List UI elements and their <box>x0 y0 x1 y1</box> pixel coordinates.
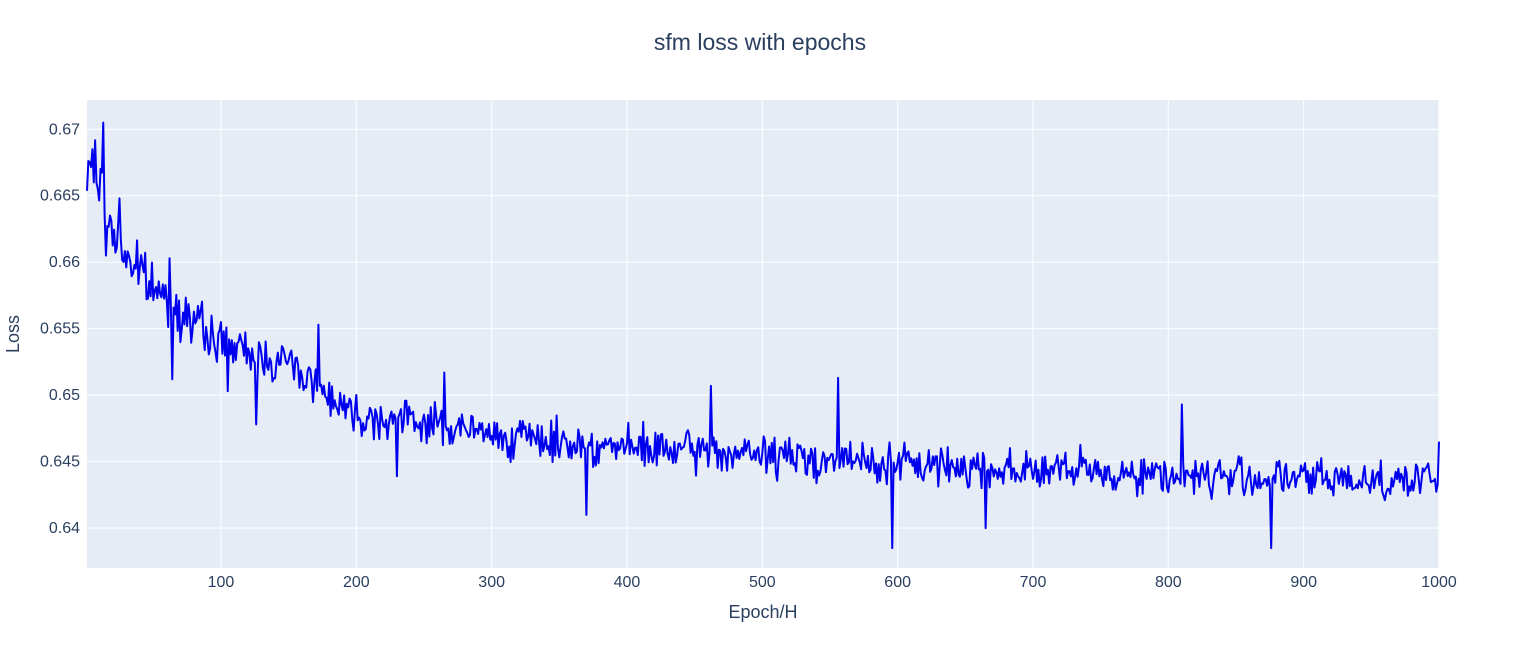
loss-series-line <box>86 121 1440 550</box>
y-tick-label: 0.67 <box>49 121 80 138</box>
x-tick-label: 300 <box>478 574 505 591</box>
y-axis-title: Loss <box>3 315 23 353</box>
x-tick-label: 800 <box>1155 574 1182 591</box>
x-tick-label: 100 <box>208 574 235 591</box>
y-tick-label: 0.665 <box>40 188 80 205</box>
y-tick-label: 0.645 <box>40 454 80 471</box>
y-tick-label: 0.64 <box>49 520 80 537</box>
y-tick-label: 0.655 <box>40 321 80 338</box>
plot-area <box>87 100 1439 568</box>
x-tick-label: 400 <box>614 574 641 591</box>
x-axis-title: Epoch/H <box>728 602 797 622</box>
chart-title: sfm loss with epochs <box>654 29 866 55</box>
x-tick-label: 700 <box>1020 574 1047 591</box>
x-axis-ticks: 100 200 300 400 500 600 700 800 900 1000 <box>208 574 1457 591</box>
y-tick-label: 0.66 <box>49 254 80 271</box>
x-tick-label: 900 <box>1290 574 1317 591</box>
x-tick-label: 200 <box>343 574 370 591</box>
grid-lines <box>87 100 1440 568</box>
x-tick-label: 1000 <box>1421 574 1457 591</box>
y-tick-label: 0.65 <box>49 387 80 404</box>
x-tick-label: 600 <box>884 574 911 591</box>
x-tick-label: 500 <box>749 574 776 591</box>
series-layer <box>86 121 1440 550</box>
y-axis-ticks: 0.64 0.645 0.65 0.655 0.66 0.665 0.67 <box>40 121 80 537</box>
